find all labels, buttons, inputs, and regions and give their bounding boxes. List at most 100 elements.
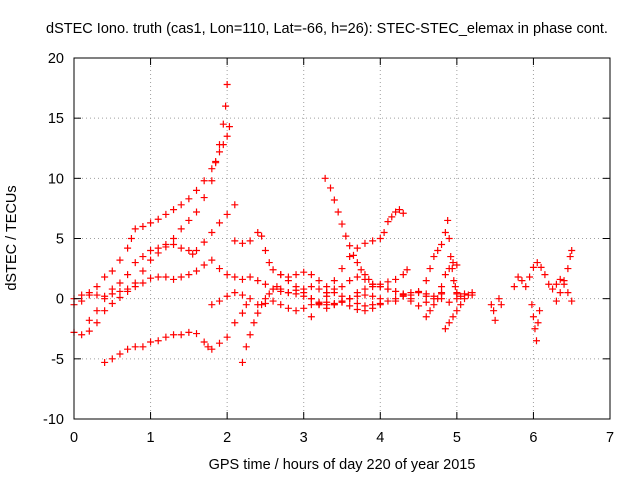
- data-point: [399, 290, 407, 298]
- data-series-12: [323, 273, 423, 300]
- data-point: [422, 290, 430, 298]
- data-point: [254, 228, 262, 236]
- data-point: [242, 301, 250, 309]
- data-point: [273, 283, 281, 291]
- data-point: [147, 256, 155, 264]
- data-point: [415, 289, 423, 297]
- data-point: [361, 307, 369, 315]
- data-point: [170, 235, 178, 242]
- data-point: [434, 247, 442, 255]
- data-point: [231, 273, 239, 281]
- data-point: [284, 289, 292, 297]
- data-point: [78, 331, 86, 339]
- data-point: [246, 331, 254, 339]
- data-point: [231, 237, 239, 245]
- data-point: [532, 337, 540, 345]
- data-point: [177, 273, 185, 281]
- data-point: [426, 307, 434, 315]
- data-point: [154, 273, 162, 281]
- y-tick-label: 15: [48, 111, 64, 127]
- data-point: [315, 285, 323, 293]
- data-point: [238, 275, 246, 283]
- data-point: [116, 256, 124, 264]
- data-point: [208, 345, 216, 353]
- data-point: [392, 208, 400, 216]
- data-point: [208, 165, 216, 173]
- data-point: [447, 253, 455, 261]
- data-point: [223, 271, 231, 279]
- data-point: [78, 291, 86, 299]
- data-point: [395, 206, 403, 214]
- data-point: [307, 295, 315, 303]
- data-point: [208, 301, 216, 309]
- data-point: [200, 194, 208, 202]
- data-point: [369, 292, 377, 300]
- data-point: [315, 277, 323, 285]
- data-point: [93, 291, 101, 299]
- data-point: [438, 241, 446, 249]
- data-point: [430, 253, 438, 261]
- data-point: [327, 184, 335, 192]
- data-point: [495, 295, 503, 303]
- data-point: [338, 298, 346, 306]
- data-series-16: [487, 295, 505, 324]
- data-point: [353, 273, 361, 281]
- data-point: [537, 263, 545, 271]
- data-point: [200, 338, 208, 346]
- x-tick-label: 1: [147, 430, 155, 446]
- data-point: [380, 228, 388, 236]
- data-point: [376, 295, 384, 303]
- data-point: [334, 208, 342, 216]
- data-point: [384, 285, 392, 293]
- data-point: [361, 285, 369, 293]
- data-point: [353, 259, 361, 267]
- data-point: [445, 319, 453, 327]
- data-point: [536, 307, 544, 315]
- data-point: [254, 277, 262, 285]
- data-point: [392, 275, 400, 283]
- data-point: [208, 228, 216, 236]
- data-point: [438, 283, 446, 291]
- data-point: [445, 235, 453, 242]
- data-point: [200, 238, 208, 246]
- tick-labels: 0 1 2 3 4 5 6 7 -10 -5 0 5 10 15 20: [43, 51, 614, 446]
- data-point: [392, 287, 400, 295]
- data-point: [445, 265, 453, 273]
- x-tick-label: 7: [606, 430, 614, 446]
- data-point: [292, 271, 300, 279]
- data-point: [154, 337, 162, 345]
- data-series-19: [552, 247, 576, 305]
- data-point: [223, 210, 231, 218]
- x-tick-label: 5: [453, 430, 461, 446]
- data-point: [457, 292, 465, 300]
- data-point: [346, 253, 354, 261]
- data-point: [131, 225, 139, 233]
- data-point: [101, 358, 109, 366]
- data-point: [254, 301, 262, 309]
- data-point: [323, 298, 331, 306]
- data-point: [101, 307, 109, 315]
- data-point: [193, 247, 201, 255]
- data-point: [139, 279, 147, 287]
- data-series-3: [85, 201, 239, 324]
- data-point: [564, 289, 572, 297]
- data-point: [269, 297, 277, 305]
- data-point: [353, 305, 361, 313]
- data-point: [449, 259, 457, 267]
- y-axis-label: dSTEC / TECUs: [4, 185, 20, 290]
- data-series-5: [101, 301, 250, 366]
- data-point: [426, 265, 434, 273]
- data-point: [422, 313, 430, 321]
- data-point: [238, 291, 246, 299]
- data-point: [238, 309, 246, 317]
- data-point: [154, 215, 162, 223]
- data-point: [250, 319, 258, 327]
- data-point: [361, 275, 369, 283]
- data-point: [487, 301, 495, 309]
- data-point: [177, 201, 185, 209]
- data-point: [353, 289, 361, 297]
- axis-ticks: [73, 57, 611, 420]
- data-point: [407, 291, 415, 299]
